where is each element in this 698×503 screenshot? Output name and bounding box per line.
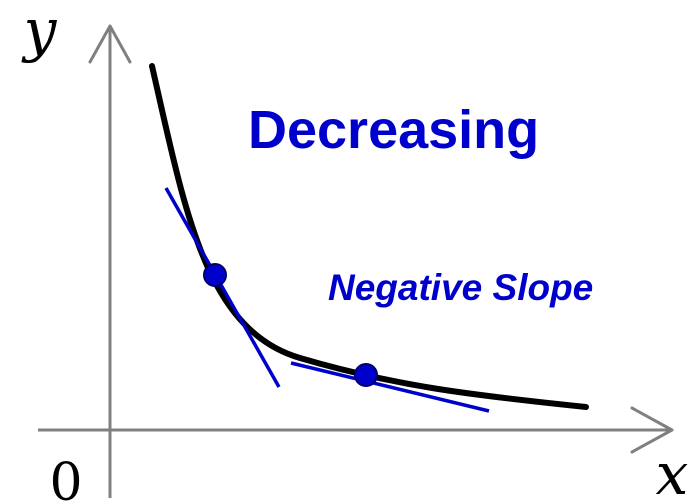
x-axis-arrowhead — [630, 406, 674, 454]
tangent-line-shallow — [290, 361, 490, 413]
tangent-line-steep — [164, 187, 281, 388]
decreasing-curve — [149, 63, 589, 410]
x-axis-label: x — [656, 440, 689, 503]
y-axis-label: y — [21, 0, 58, 64]
tangent-point-steep — [203, 263, 227, 287]
y-axis-arrowhead — [88, 24, 132, 64]
origin-label: 0 — [49, 453, 82, 503]
tangent-point-shallow — [354, 363, 378, 387]
diagram-title: Decreasing — [248, 100, 539, 160]
diagram-subtitle: Negative Slope — [328, 267, 593, 308]
